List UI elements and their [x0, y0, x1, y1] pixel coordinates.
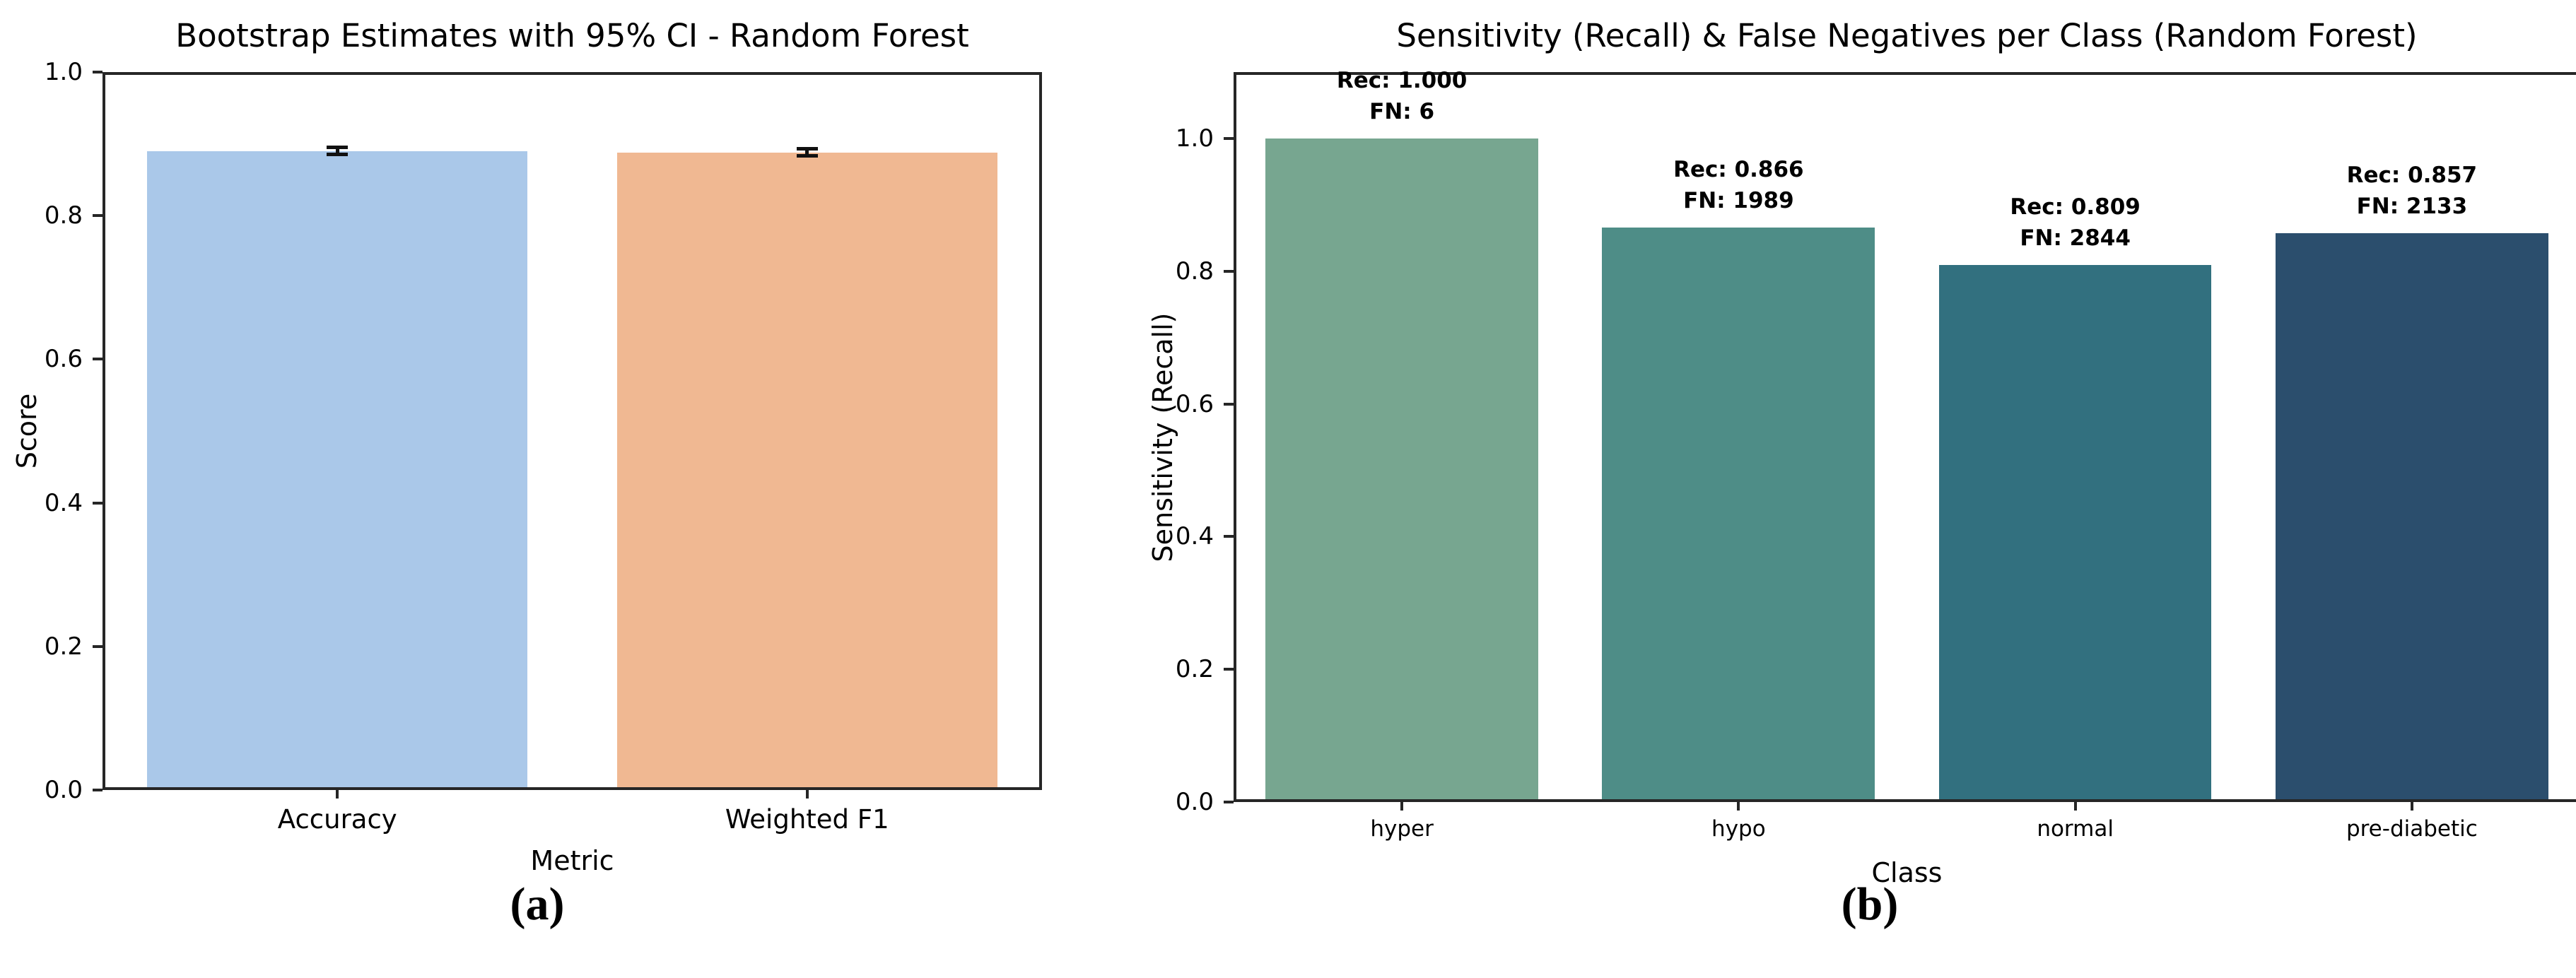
x-tick-label-pre-diabetic: pre-diabetic	[2346, 816, 2478, 842]
bar-pre-diabetic	[2275, 233, 2548, 799]
annotation-hyper: Rec: 1.000 FN: 6	[1336, 67, 1468, 124]
x-tick-mark	[1400, 802, 1404, 811]
y-tick-label: 0.4	[44, 488, 83, 517]
x-tick-label-normal: normal	[2037, 816, 2114, 842]
x-tick-mark	[1737, 802, 1740, 811]
error-bar-cap-bottom	[796, 154, 818, 158]
x-tick-mark	[805, 790, 809, 799]
x-tick-label-accuracy: Accuracy	[277, 804, 397, 835]
y-tick-mark	[93, 644, 103, 648]
caption-b: (b)	[1841, 878, 1899, 930]
y-tick-label: 0.2	[44, 632, 83, 661]
y-tick-mark	[93, 358, 103, 361]
y-tick-mark	[93, 789, 103, 791]
error-bar-line	[335, 147, 339, 155]
x-tick-label-hyper: hyper	[1370, 816, 1434, 842]
y-tick-label: 1.0	[1175, 124, 1214, 153]
bar-normal	[1938, 265, 2212, 799]
error-bar-cap-bottom	[327, 153, 349, 157]
y-tick-label: 0.2	[1175, 655, 1214, 684]
error-bar-cap-top	[796, 147, 818, 151]
y-tick-mark	[1224, 136, 1234, 140]
annotation-hypo: Rec: 0.866 FN: 1989	[1673, 156, 1804, 213]
y-tick-mark	[1224, 535, 1234, 538]
x-axis-label: Class	[1871, 857, 1943, 888]
chart-title: Sensitivity (Recall) & False Negatives p…	[1396, 17, 2418, 54]
x-tick-mark	[2073, 802, 2077, 811]
x-tick-mark	[2410, 802, 2413, 811]
y-tick-mark	[1224, 402, 1234, 406]
annotation-normal: Rec: 0.809 FN: 2844	[2010, 194, 2141, 252]
y-tick-mark	[1224, 269, 1234, 273]
y-tick-label: 0.6	[1175, 389, 1214, 418]
y-tick-mark	[93, 501, 103, 505]
x-tick-mark	[336, 790, 339, 799]
y-tick-label: 0.0	[44, 776, 83, 804]
x-tick-label-hypo: hypo	[1711, 816, 1766, 842]
bar-accuracy	[147, 151, 528, 787]
x-tick-label-weighted-f1: Weighted F1	[725, 804, 889, 835]
y-tick-mark	[93, 71, 103, 73]
y-tick-label: 0.6	[44, 345, 83, 374]
y-tick-mark	[1224, 668, 1234, 671]
y-tick-mark	[93, 214, 103, 218]
y-tick-mark	[1224, 801, 1234, 803]
bar-hypo	[1602, 227, 1875, 799]
chart-title: Bootstrap Estimates with 95% CI - Random…	[175, 17, 969, 54]
y-tick-label: 1.0	[44, 58, 83, 86]
annotation-pre-diabetic: Rec: 0.857 FN: 2133	[2346, 163, 2478, 220]
caption-a: (a)	[510, 878, 565, 930]
y-axis-label: Sensitivity (Recall)	[1147, 312, 1178, 562]
error-bar-cap-top	[327, 146, 349, 150]
x-axis-label: Metric	[530, 845, 614, 876]
bar-weighted-f1	[616, 152, 997, 787]
error-bar-line	[805, 148, 809, 156]
y-tick-label: 0.4	[1175, 522, 1214, 551]
y-tick-label: 0.8	[1175, 257, 1214, 285]
y-tick-label: 0.0	[1175, 788, 1214, 816]
bar-hyper	[1265, 138, 1538, 799]
y-tick-label: 0.8	[44, 201, 83, 230]
